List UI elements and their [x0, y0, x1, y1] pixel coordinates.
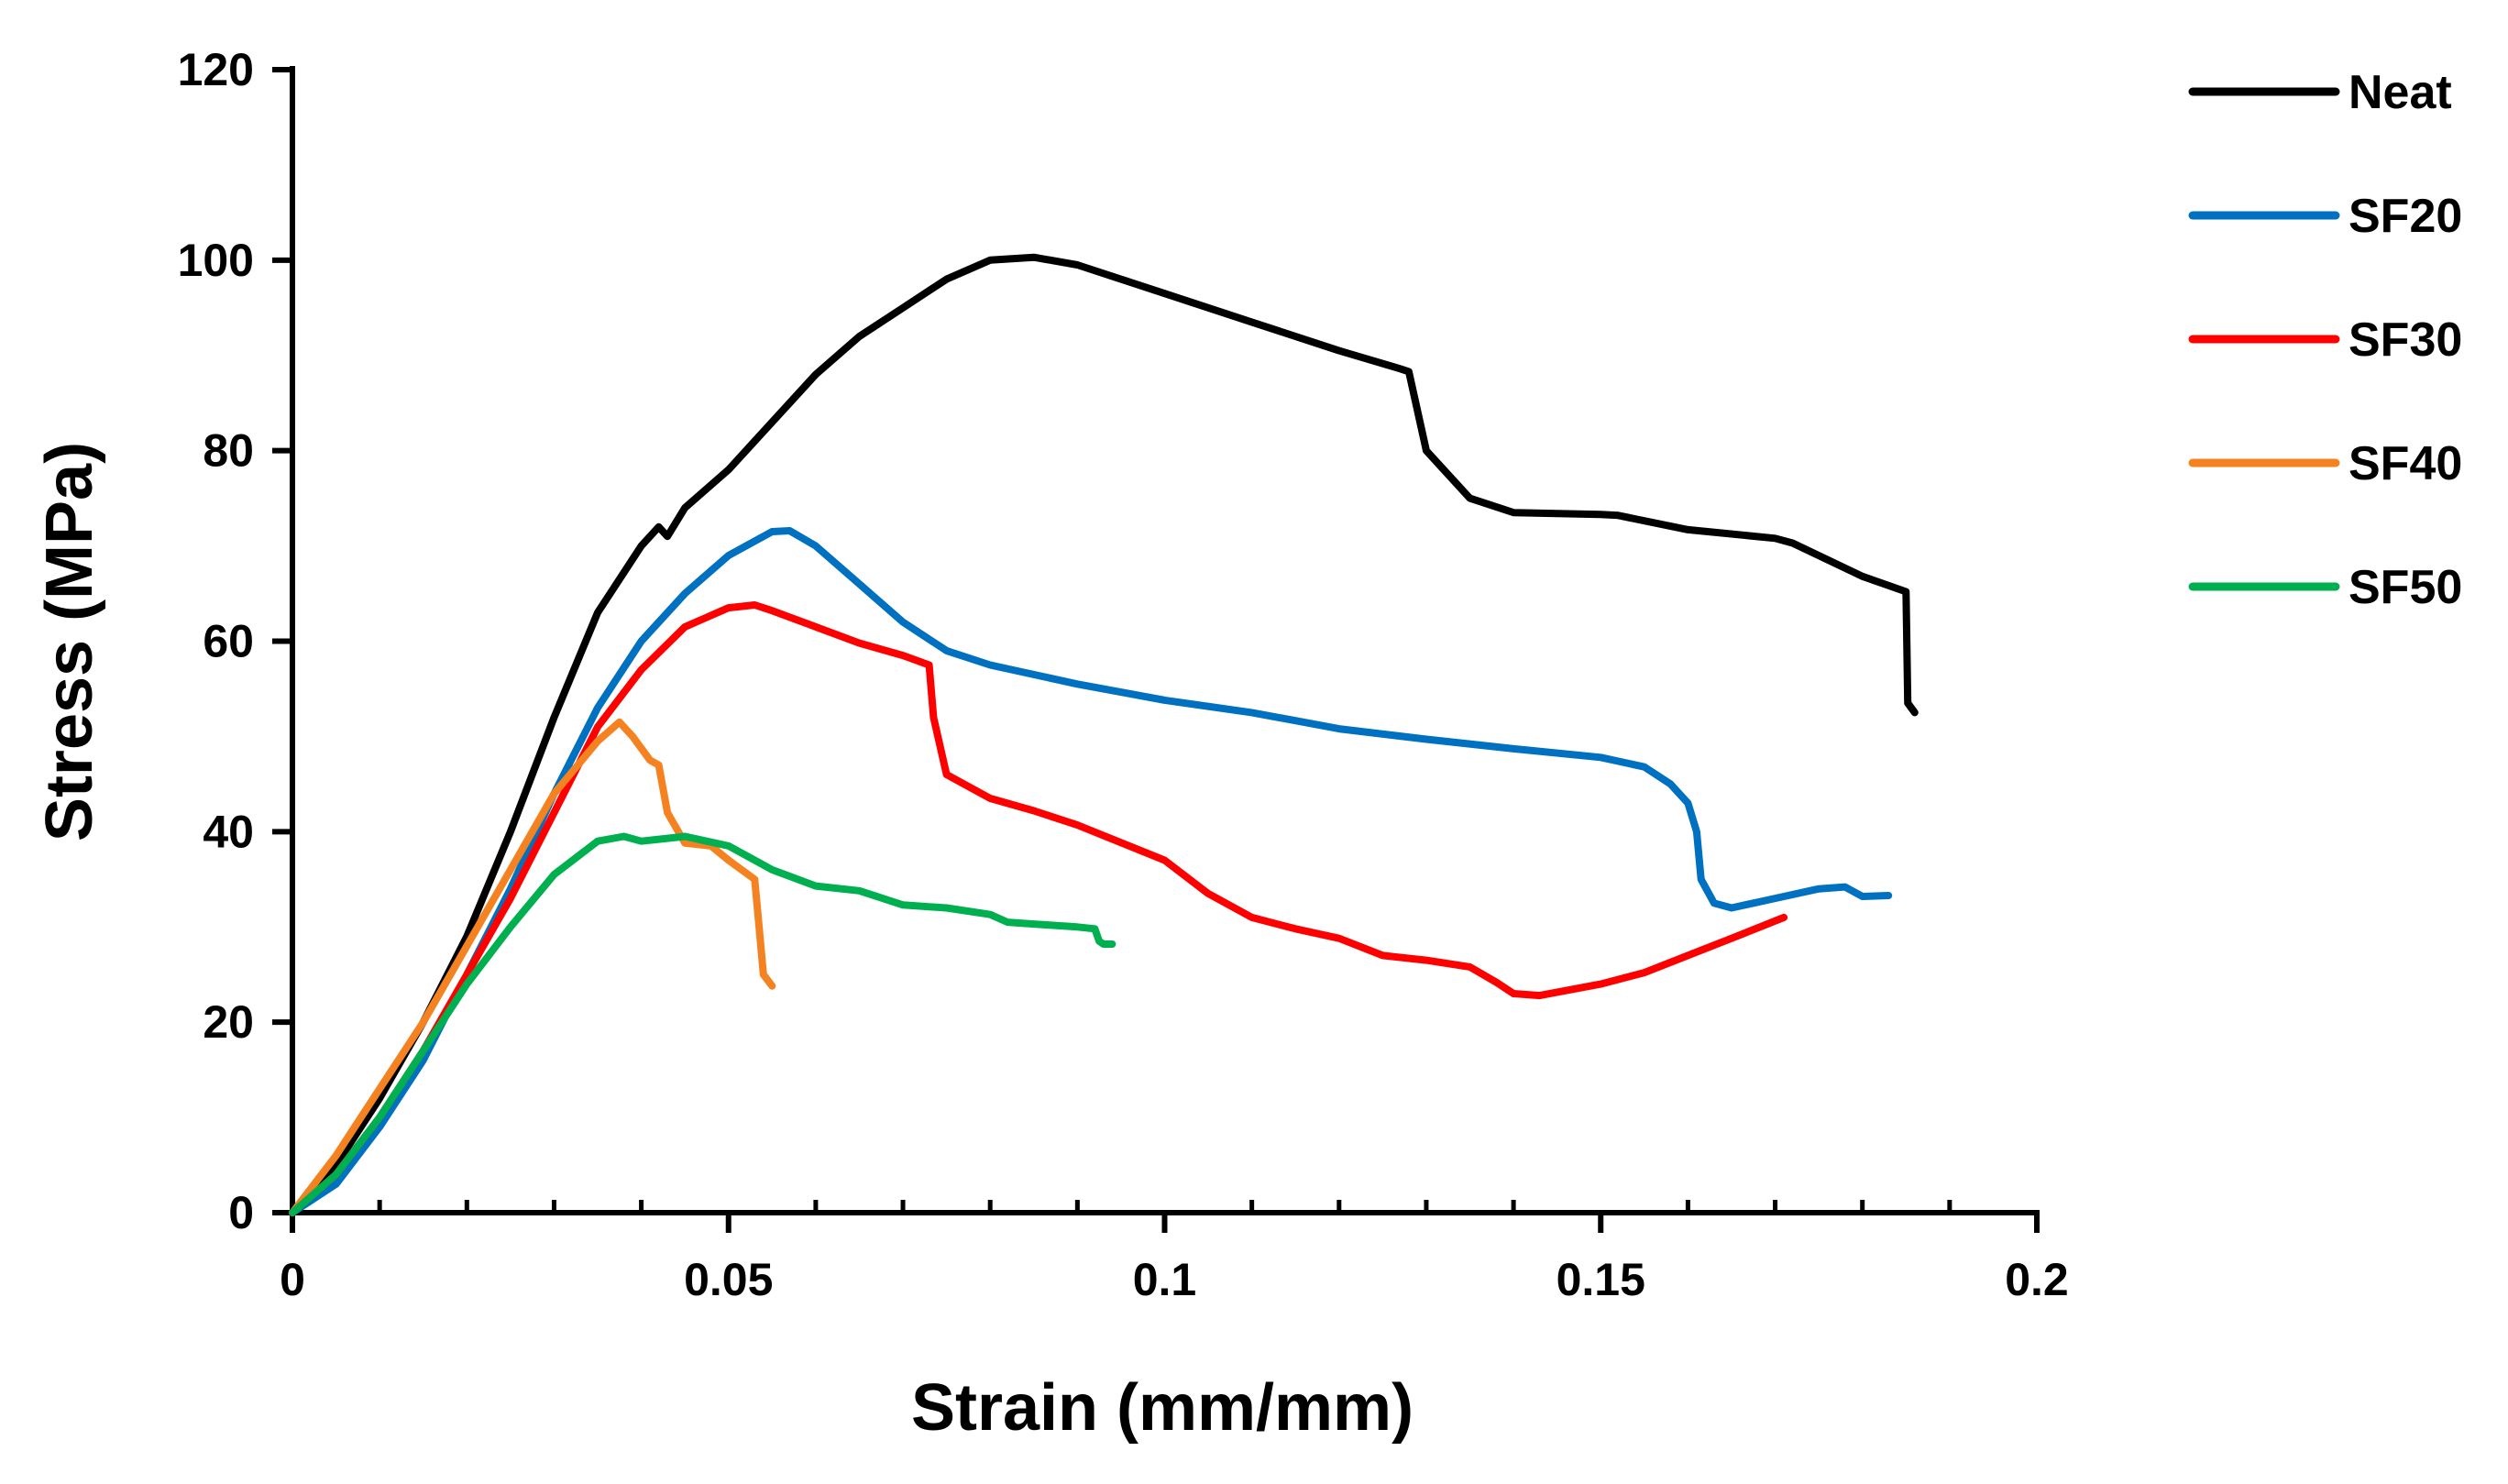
y-tick-label: 0 [228, 1187, 254, 1238]
series-line-sf40 [289, 718, 776, 1216]
y-tick-label: 20 [203, 996, 254, 1048]
x-tick-label: 0 [280, 1254, 305, 1305]
y-tick-label: 80 [203, 425, 254, 477]
tick-labels: 0 20 40 60 80 100 120 0 0.05 0.1 0.15 0.2 [178, 44, 2069, 1305]
y-tick-label: 100 [178, 235, 254, 286]
x-tick-label: 0.15 [1556, 1254, 1645, 1305]
legend: Neat SF20 SF30 SF40 SF50 [2188, 66, 2462, 614]
legend-label-sf30: SF30 [2348, 313, 2462, 367]
tick-marks [272, 67, 2040, 1233]
legend-label-sf50: SF50 [2348, 561, 2462, 614]
y-tick-label: 120 [178, 44, 254, 95]
x-tick-label: 0.2 [2005, 1254, 2069, 1305]
legend-label-sf20: SF20 [2348, 190, 2462, 243]
series-line-sf20 [289, 527, 1893, 1216]
y-axis-title: Stress (MPa) [33, 442, 106, 841]
axes [290, 66, 2040, 1215]
legend-label-sf40: SF40 [2348, 437, 2462, 490]
y-tick-label: 40 [203, 806, 254, 857]
series-line-neat [289, 253, 1919, 1216]
series-line-sf50 [289, 832, 1116, 1216]
legend-label-neat: Neat [2348, 66, 2452, 119]
x-tick-label: 0.1 [1133, 1254, 1197, 1305]
x-tick-label: 0.05 [684, 1254, 773, 1305]
x-axis-title: Strain (mm/mm) [911, 1371, 1414, 1445]
series-lines [289, 253, 1919, 1216]
series-line-sf30 [289, 601, 1788, 1216]
y-tick-label: 60 [203, 616, 254, 667]
